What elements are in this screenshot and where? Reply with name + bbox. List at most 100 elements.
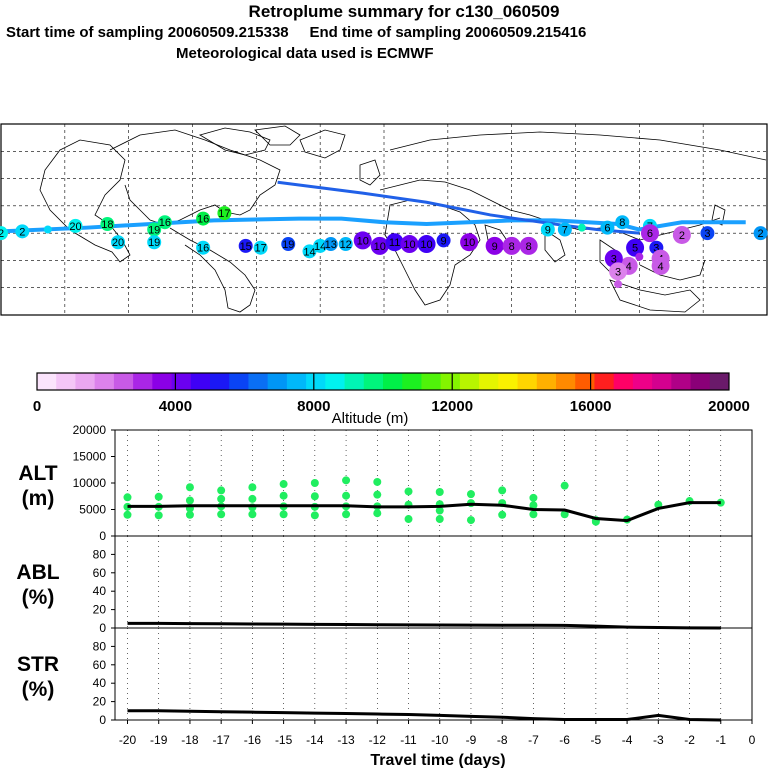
colorbar-swatch [171, 373, 192, 390]
x-tick-label: -17 [212, 733, 230, 747]
colorbar-swatch [709, 373, 730, 390]
plume-marker [147, 235, 162, 250]
colorbar-tick-label: 16000 [570, 398, 612, 415]
met-data-line: Meteorological data used is ECMWF [176, 45, 434, 62]
particle-point [248, 494, 257, 503]
plume-marker-label: 12 [340, 239, 352, 251]
plume-marker [217, 206, 232, 221]
particle-point [466, 490, 475, 499]
plume-marker-label: 6 [604, 223, 610, 235]
colorbar-swatch [94, 373, 115, 390]
plume-marker-label: 8 [526, 241, 532, 253]
panel-unit-label: (%) [22, 678, 55, 701]
x-tick-label: -20 [119, 733, 137, 747]
plume-marker [323, 237, 338, 252]
colorbar-swatch [671, 373, 691, 390]
plume-marker [540, 222, 555, 237]
plume-marker-label: 2 [758, 228, 764, 240]
particle-point [342, 491, 351, 500]
plume-marker-label: 2 [19, 226, 25, 238]
particle-point [342, 510, 351, 519]
y-tick-label: 0 [99, 713, 106, 727]
colorbar-swatch [479, 373, 499, 390]
coastlines [39, 125, 767, 313]
y-tick-label: 80 [93, 639, 107, 653]
panel-label: STR [17, 653, 59, 676]
plume-marker [417, 235, 436, 254]
plume-marker-label: 4 [658, 261, 664, 273]
colorbar-swatch [344, 373, 365, 390]
particle-point [404, 487, 413, 496]
colorbar-swatch [210, 373, 230, 390]
particle-point [217, 486, 226, 495]
colorbar-tick-label: 4000 [159, 398, 192, 415]
plume-marker-label: 13 [325, 239, 337, 251]
plume-marker [519, 236, 538, 255]
plume-marker [313, 238, 328, 253]
plume-marker-label: 10 [357, 235, 369, 247]
plume-marker-label: 10 [403, 239, 415, 251]
plume-marker [43, 225, 52, 234]
colorbar-swatch [690, 373, 711, 390]
plume-marker [609, 262, 628, 281]
particle-point [279, 510, 288, 519]
plume-marker [753, 226, 768, 241]
plume-marker-label: 3 [615, 266, 621, 278]
colorbar-swatch [325, 373, 345, 390]
particle-point [217, 494, 226, 503]
plume-marker [111, 235, 126, 250]
x-axis-label: Travel time (days) [370, 752, 505, 768]
plume-marker [100, 217, 115, 232]
colorbar-swatch [383, 373, 403, 390]
plume-marker [700, 226, 715, 241]
altitude-line [127, 501, 721, 523]
y-tick-label: 5000 [79, 503, 106, 517]
plume-marker-label: 3 [704, 228, 710, 240]
particle-point [279, 491, 288, 500]
x-tick-label: -19 [150, 733, 168, 747]
plume-marker [502, 236, 521, 255]
plume-marker-label: 9 [492, 241, 498, 253]
plume-marker-label: 18 [101, 219, 113, 231]
x-tick-label: -1 [715, 733, 726, 747]
colorbar-swatch [286, 373, 307, 390]
panel-unit-label: (%) [22, 586, 55, 609]
plume-marker-label: 19 [282, 239, 294, 251]
plume-marker [338, 237, 353, 252]
upper-trajectory-line [277, 180, 640, 235]
particle-point [217, 510, 226, 519]
str-line [127, 709, 721, 722]
sampling-time-line: Start time of sampling 20060509.215338 E… [6, 24, 587, 41]
colorbar-swatch [498, 373, 518, 390]
panel-label: ALT [18, 462, 57, 485]
x-tick-label: -10 [431, 733, 449, 747]
plume-marker-label: 16 [197, 243, 209, 255]
plume-marker-label: 15 [240, 241, 252, 253]
plume-marker [196, 211, 211, 226]
colorbar-tick-label: 8000 [297, 398, 330, 415]
panel-frame [114, 627, 753, 721]
plume-marker [485, 236, 504, 255]
plume-marker [157, 215, 172, 230]
x-tick-label: -8 [497, 733, 508, 747]
y-tick-label: 10000 [73, 476, 107, 490]
particle-point [310, 511, 319, 520]
plume-marker [68, 218, 83, 233]
plume-marker-label: 10 [463, 237, 475, 249]
y-tick-label: 20 [93, 603, 107, 617]
particle-point [123, 493, 132, 502]
colorbar-swatch [75, 373, 96, 390]
x-tick-label: -13 [337, 733, 355, 747]
plume-marker-label: 9 [545, 225, 551, 237]
particle-point [466, 516, 475, 525]
plume-marker-label: 2 [0, 228, 4, 240]
y-tick-label: 40 [93, 676, 107, 690]
plume-marker-label: 16 [159, 217, 171, 229]
x-tick-label: -18 [181, 733, 199, 747]
particle-point [529, 501, 538, 510]
plume-marker [600, 220, 615, 235]
plume-marker [460, 233, 479, 252]
plume-marker [651, 256, 670, 275]
